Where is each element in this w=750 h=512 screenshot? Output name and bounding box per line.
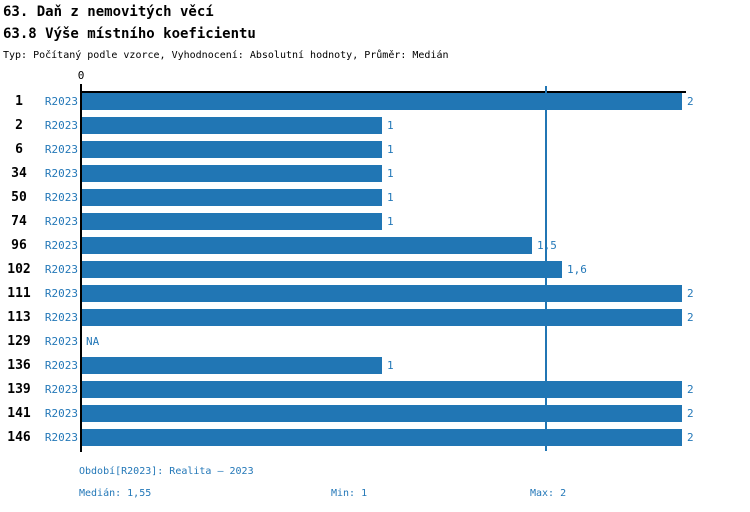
footer-period-label: Období[R2023]: Realita – 2023 xyxy=(79,466,254,477)
row-category-label: 136 xyxy=(7,358,31,373)
bar xyxy=(82,117,382,134)
bar xyxy=(82,165,382,182)
row-period-label: R2023 xyxy=(44,95,78,108)
bar-value-label: 1 xyxy=(387,143,394,156)
page-title: 63. Daň z nemovitých věcí xyxy=(3,4,214,20)
row-period-label: R2023 xyxy=(44,143,78,156)
row-period-label: R2023 xyxy=(44,335,78,348)
bar-value-label: 2 xyxy=(687,287,694,300)
footer-median-stat: Medián: 1,55 xyxy=(79,488,152,499)
row-period-label: R2023 xyxy=(44,167,78,180)
bar-value-label: 1,5 xyxy=(537,239,557,252)
bar xyxy=(82,213,382,230)
bar-value-label: 2 xyxy=(687,311,694,324)
row-category-label: 50 xyxy=(11,190,27,205)
row-period-label: R2023 xyxy=(44,119,78,132)
row-category-label: 2 xyxy=(15,118,23,133)
bar-value-label: NA xyxy=(86,335,100,348)
row-period-label: R2023 xyxy=(44,359,78,372)
row-category-label: 34 xyxy=(11,166,27,181)
bar xyxy=(82,237,532,254)
bar-value-label: 2 xyxy=(687,95,694,108)
row-category-label: 111 xyxy=(7,286,31,301)
row-period-label: R2023 xyxy=(44,431,78,444)
row-category-label: 6 xyxy=(15,142,23,157)
y-axis-line xyxy=(80,91,82,452)
bar-value-label: 1,6 xyxy=(567,263,587,276)
row-category-label: 102 xyxy=(7,262,31,277)
bar-value-label: 1 xyxy=(387,359,394,372)
bar xyxy=(82,357,382,374)
row-category-label: 129 xyxy=(7,334,31,349)
x-axis-tick-mark xyxy=(80,84,82,91)
bar xyxy=(82,381,682,398)
bar-value-label: 2 xyxy=(687,407,694,420)
bar xyxy=(82,189,382,206)
x-axis-tick-label-zero: 0 xyxy=(77,69,85,82)
chart-meta-line: Typ: Počítaný podle vzorce, Vyhodnocení:… xyxy=(3,50,449,61)
row-category-label: 113 xyxy=(7,310,31,325)
row-category-label: 96 xyxy=(11,238,27,253)
x-axis-line xyxy=(80,91,686,93)
row-category-label: 141 xyxy=(7,406,31,421)
footer-max-stat: Max: 2 xyxy=(530,488,567,499)
bar xyxy=(82,141,382,158)
bar xyxy=(82,285,682,302)
bar xyxy=(82,93,682,110)
bar-value-label: 1 xyxy=(387,191,394,204)
row-period-label: R2023 xyxy=(44,287,78,300)
bar xyxy=(82,429,682,446)
bar-value-label: 1 xyxy=(387,119,394,132)
page-subtitle: 63.8 Výše místního koeficientu xyxy=(3,26,256,42)
row-category-label: 139 xyxy=(7,382,31,397)
footer-min-stat: Min: 1 xyxy=(331,488,368,499)
row-period-label: R2023 xyxy=(44,191,78,204)
row-category-label: 146 xyxy=(7,430,31,445)
row-category-label: 1 xyxy=(15,94,23,109)
bar-value-label: 1 xyxy=(387,167,394,180)
row-period-label: R2023 xyxy=(44,239,78,252)
bar-value-label: 2 xyxy=(687,383,694,396)
bar-value-label: 1 xyxy=(387,215,394,228)
row-period-label: R2023 xyxy=(44,215,78,228)
row-period-label: R2023 xyxy=(44,383,78,396)
bar-value-label: 2 xyxy=(687,431,694,444)
row-period-label: R2023 xyxy=(44,407,78,420)
row-category-label: 74 xyxy=(11,214,27,229)
bar xyxy=(82,261,562,278)
row-period-label: R2023 xyxy=(44,263,78,276)
row-period-label: R2023 xyxy=(44,311,78,324)
bar xyxy=(82,309,682,326)
bar xyxy=(82,405,682,422)
